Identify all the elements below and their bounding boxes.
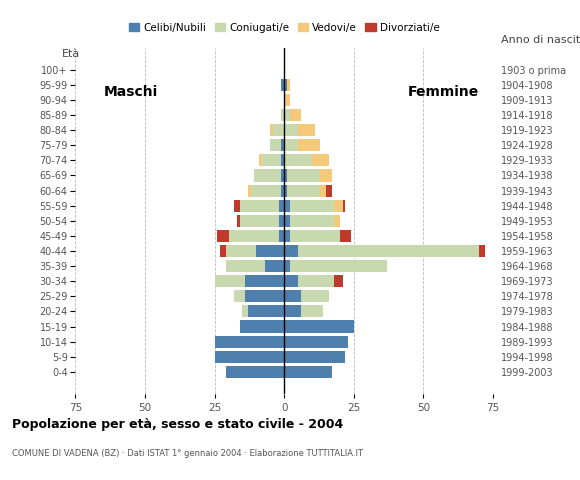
Bar: [301, 290, 329, 302]
Bar: [284, 124, 298, 136]
Bar: [281, 79, 284, 91]
Bar: [281, 109, 284, 121]
Bar: [290, 215, 334, 227]
Bar: [245, 275, 284, 287]
Bar: [240, 321, 284, 333]
Bar: [220, 245, 226, 257]
Bar: [284, 215, 290, 227]
Bar: [334, 275, 343, 287]
Bar: [298, 275, 334, 287]
Bar: [284, 351, 346, 363]
Bar: [240, 215, 278, 227]
Bar: [343, 200, 346, 212]
Bar: [215, 336, 284, 348]
Bar: [215, 351, 284, 363]
Bar: [320, 184, 326, 197]
Bar: [284, 336, 348, 348]
Bar: [251, 184, 281, 197]
Bar: [479, 245, 485, 257]
Bar: [284, 200, 290, 212]
Bar: [284, 169, 287, 181]
Bar: [262, 155, 281, 167]
Bar: [326, 184, 332, 197]
Bar: [248, 305, 284, 317]
Text: Femmine: Femmine: [407, 85, 478, 99]
Bar: [253, 169, 281, 181]
Bar: [281, 155, 284, 167]
Bar: [226, 260, 264, 272]
Bar: [264, 260, 284, 272]
Bar: [312, 155, 329, 167]
Bar: [242, 305, 248, 317]
Bar: [290, 230, 340, 242]
Bar: [270, 124, 273, 136]
Bar: [245, 290, 284, 302]
Bar: [284, 366, 332, 378]
Bar: [284, 305, 301, 317]
Bar: [237, 215, 240, 227]
Bar: [287, 79, 290, 91]
Bar: [215, 275, 245, 287]
Bar: [334, 215, 340, 227]
Bar: [290, 260, 387, 272]
Bar: [248, 184, 251, 197]
Bar: [284, 321, 354, 333]
Bar: [298, 245, 479, 257]
Text: Anno di nascita: Anno di nascita: [501, 35, 580, 45]
Text: Maschi: Maschi: [104, 85, 158, 99]
Bar: [270, 139, 281, 151]
Bar: [284, 230, 290, 242]
Bar: [218, 230, 229, 242]
Bar: [281, 169, 284, 181]
Bar: [240, 200, 278, 212]
Bar: [273, 124, 284, 136]
Text: Età: Età: [61, 49, 79, 59]
Text: Popolazione per età, sesso e stato civile - 2004: Popolazione per età, sesso e stato civil…: [12, 418, 343, 431]
Bar: [284, 184, 287, 197]
Bar: [284, 155, 312, 167]
Bar: [278, 200, 284, 212]
Bar: [284, 139, 298, 151]
Text: COMUNE DI VADENA (BZ) · Dati ISTAT 1° gennaio 2004 · Elaborazione TUTTITALIA.IT: COMUNE DI VADENA (BZ) · Dati ISTAT 1° ge…: [12, 449, 362, 458]
Bar: [284, 245, 298, 257]
Bar: [256, 245, 284, 257]
Bar: [278, 215, 284, 227]
Bar: [226, 366, 284, 378]
Bar: [287, 169, 320, 181]
Bar: [259, 155, 262, 167]
Bar: [290, 200, 334, 212]
Bar: [298, 139, 320, 151]
Bar: [226, 245, 256, 257]
Bar: [281, 184, 284, 197]
Bar: [287, 184, 320, 197]
Bar: [284, 275, 298, 287]
Legend: Celibi/Nubili, Coniugati/e, Vedovi/e, Divorziati/e: Celibi/Nubili, Coniugati/e, Vedovi/e, Di…: [125, 19, 444, 37]
Bar: [229, 230, 278, 242]
Bar: [281, 139, 284, 151]
Bar: [234, 200, 240, 212]
Bar: [301, 305, 323, 317]
Bar: [334, 200, 343, 212]
Bar: [284, 79, 287, 91]
Bar: [284, 94, 290, 106]
Bar: [340, 230, 351, 242]
Bar: [284, 260, 290, 272]
Bar: [278, 230, 284, 242]
Bar: [284, 290, 301, 302]
Bar: [234, 290, 245, 302]
Bar: [290, 109, 301, 121]
Bar: [284, 109, 290, 121]
Bar: [320, 169, 332, 181]
Bar: [298, 124, 315, 136]
